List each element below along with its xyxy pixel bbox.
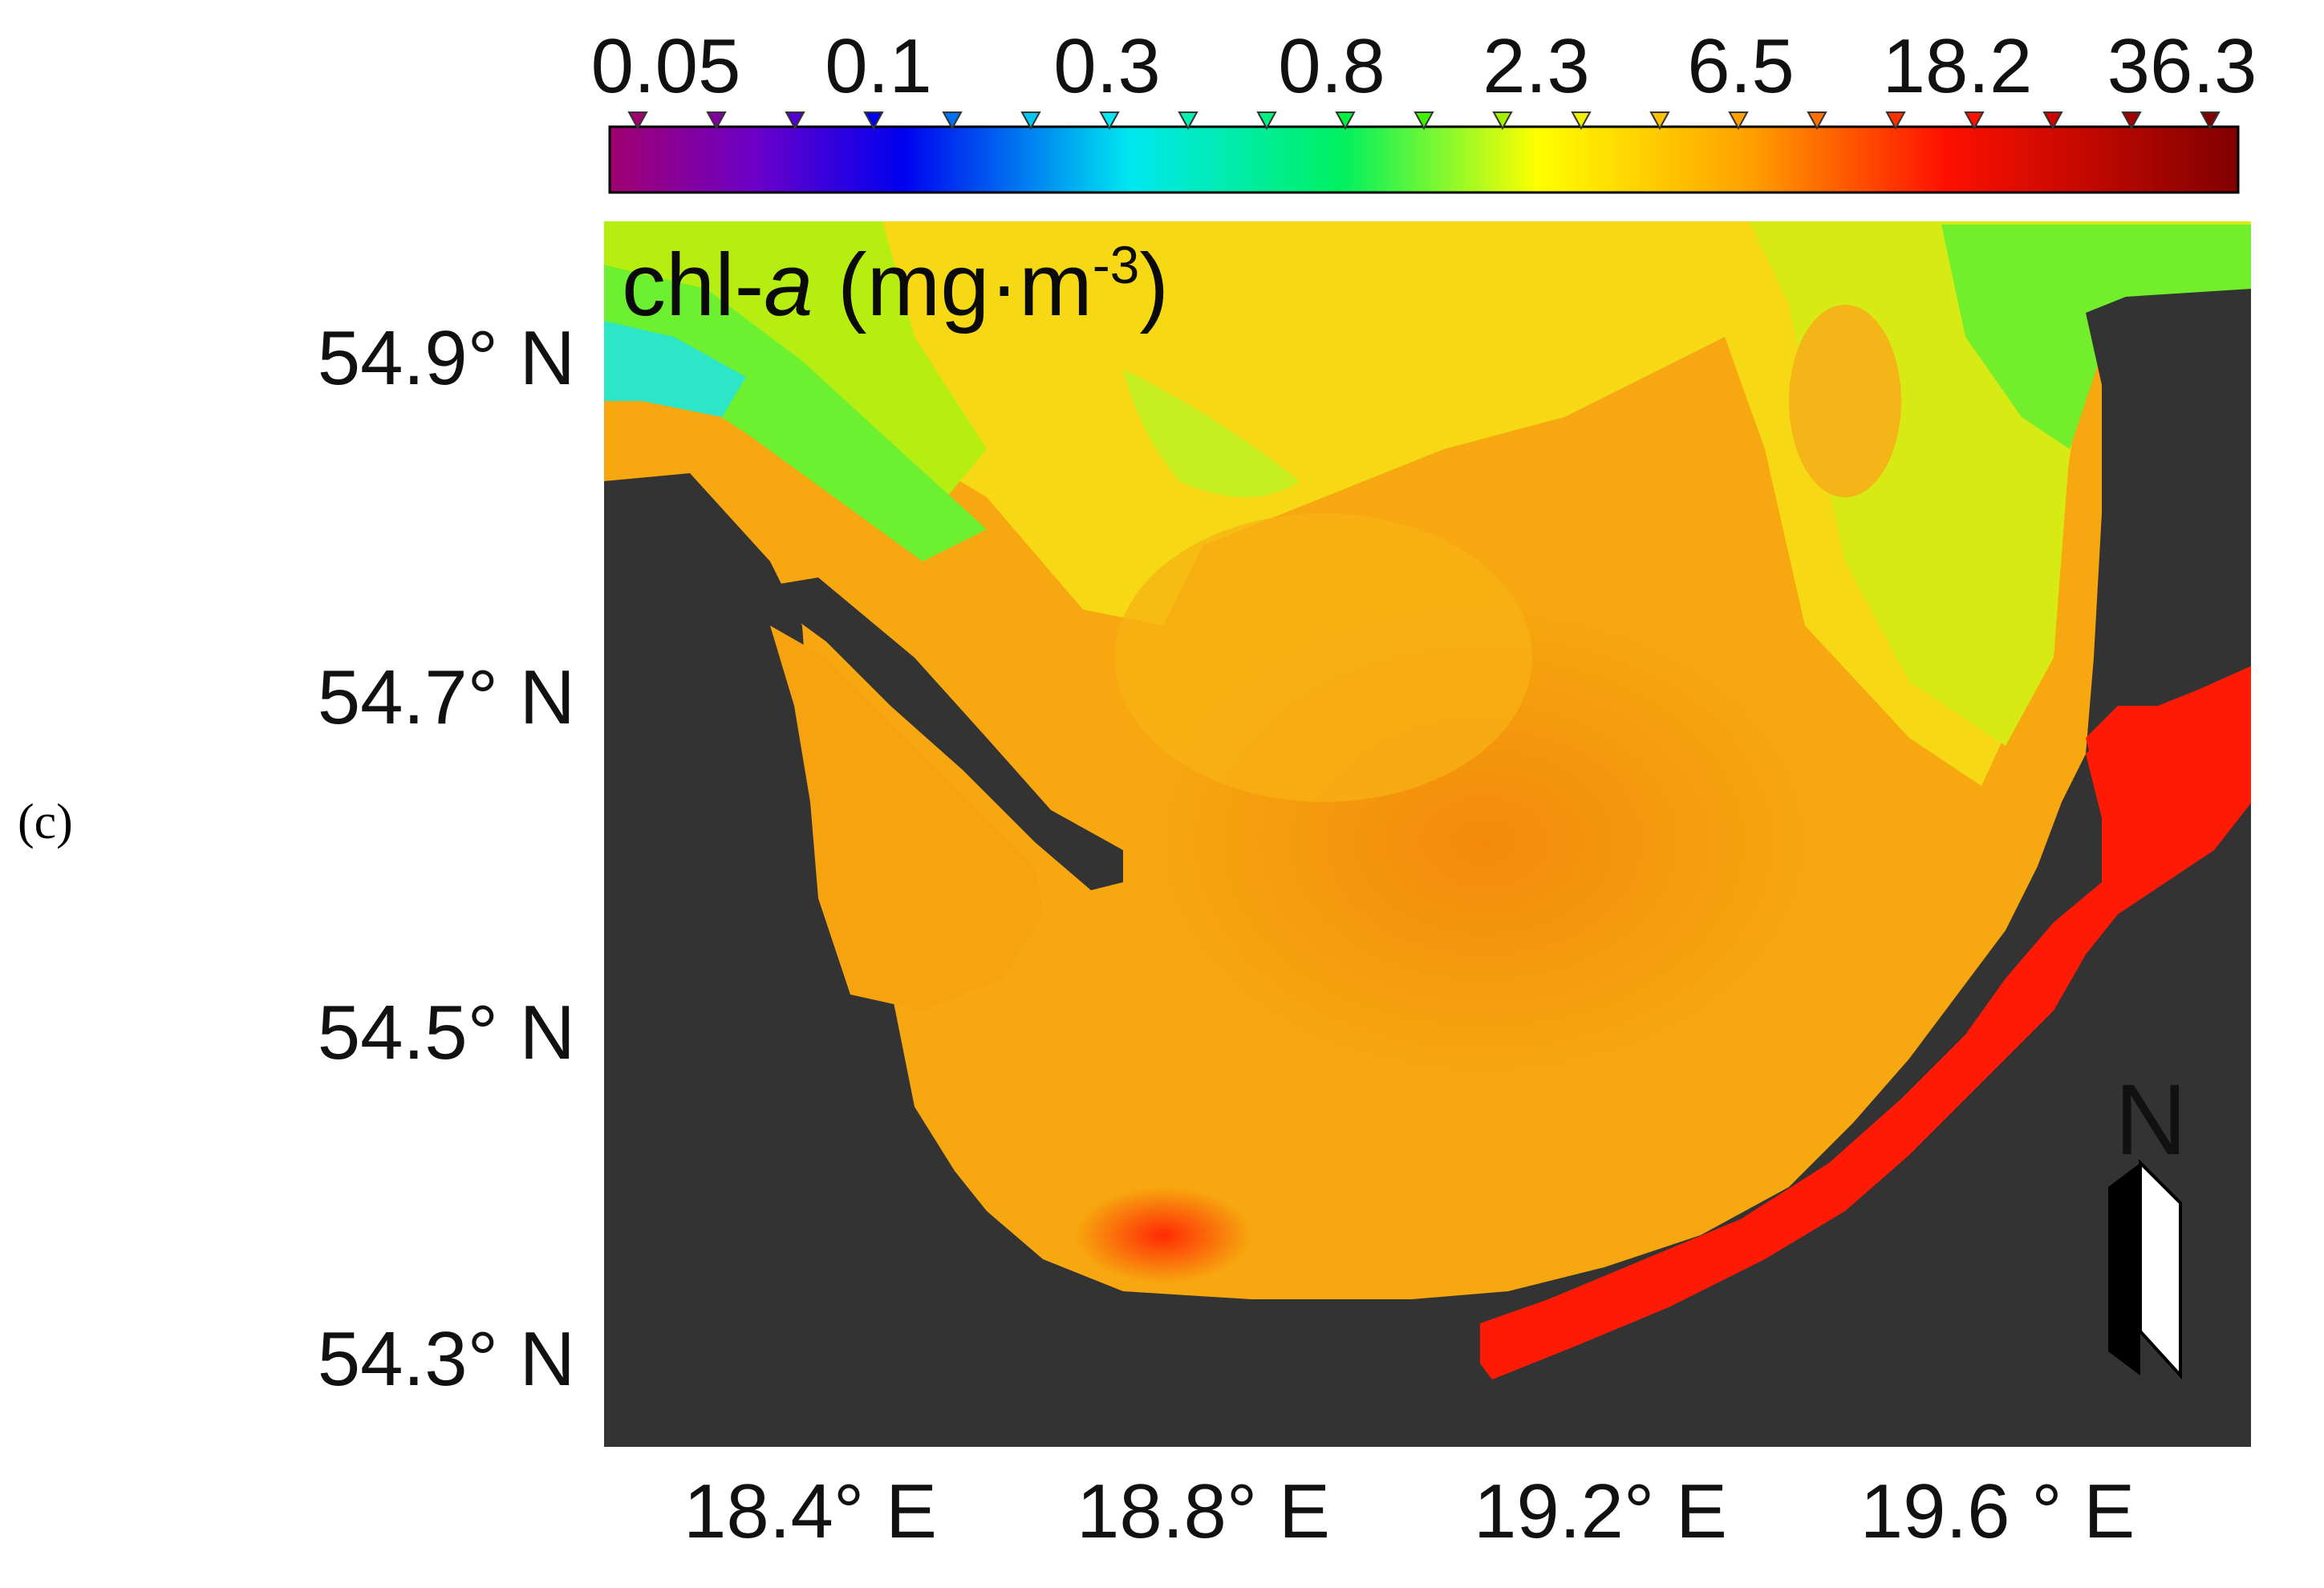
northeast-eddy	[1789, 305, 1901, 497]
colorbar-tick-label: 2.3	[1482, 23, 1590, 109]
colorbar	[608, 125, 2240, 194]
colorbar-marker	[1256, 111, 1277, 131]
title-prefix: chl-	[622, 236, 765, 334]
lon-label-19-2: 19.2° E	[1474, 1468, 1727, 1554]
colorbar-tick-label: 0.05	[590, 23, 741, 109]
colorbar-marker	[706, 111, 727, 131]
hel-peninsula	[770, 577, 1123, 890]
colorbar-marker	[1178, 111, 1199, 131]
colorbar-tick-label: 18.2	[1882, 23, 2033, 109]
colorbar-marker	[1964, 111, 1985, 131]
north-arrow-icon	[2108, 1159, 2182, 1380]
colorbar-marker	[1335, 111, 1356, 131]
title-variable: a	[764, 236, 813, 334]
map-title: chl-a (mg·m-3)	[622, 234, 1169, 336]
southwest-red-patch	[1075, 1187, 1251, 1283]
colorbar-marker	[2042, 111, 2063, 131]
map-area	[603, 221, 2252, 1448]
lagoon-north-arm	[2086, 706, 2214, 818]
colorbar-marker	[1413, 111, 1434, 131]
colorbar-tick-label: 36.3	[2107, 23, 2257, 109]
colorbar-tick-label: 0.1	[825, 23, 932, 109]
panel-label: (c)	[18, 795, 73, 849]
colorbar-marker	[1649, 111, 1670, 131]
colorbar-tick-markers	[627, 111, 2221, 131]
lon-label-18-8: 18.8° E	[1077, 1468, 1330, 1554]
lat-label-54-5: 54.5° N	[317, 990, 575, 1076]
north-label: N	[2115, 1064, 2188, 1176]
title-unit: (mg·m	[813, 236, 1093, 334]
colorbar-marker	[942, 111, 963, 131]
colorbar-marker	[863, 111, 884, 131]
colorbar-marker	[1885, 111, 1906, 131]
colorbar-marker	[1020, 111, 1041, 131]
lat-label-54-3: 54.3° N	[317, 1316, 575, 1402]
colorbar-marker	[627, 111, 648, 131]
green-coastal-strip	[603, 265, 987, 561]
title-unit-close: )	[1139, 236, 1170, 334]
colorbar-marker	[2121, 111, 2142, 131]
lat-label-54-9: 54.9° N	[317, 315, 575, 401]
colorbar-tick-label: 6.5	[1687, 23, 1795, 109]
colorbar-marker	[1492, 111, 1513, 131]
colorbar-marker	[1807, 111, 1827, 131]
lon-label-18-4: 18.4° E	[683, 1468, 937, 1554]
colorbar-marker	[1099, 111, 1120, 131]
green-offshore-patch	[1123, 369, 1300, 497]
puck-bay	[770, 626, 1043, 1011]
colorbar-tick-label: 0.8	[1278, 23, 1385, 109]
colorbar-tick-label: 0.3	[1053, 23, 1161, 109]
colorbar-marker	[785, 111, 805, 131]
colorbar-marker	[1728, 111, 1749, 131]
colorbar-marker	[1571, 111, 1592, 131]
map-frame	[602, 220, 2253, 1448]
lat-label-54-7: 54.7° N	[317, 654, 575, 740]
lon-label-19-6: 19.6 ° E	[1860, 1468, 2135, 1554]
title-unit-exponent: -3	[1092, 235, 1140, 294]
colorbar-marker	[2200, 111, 2221, 131]
cyan-patch	[603, 321, 746, 417]
central-light-swirl	[1115, 513, 1532, 802]
